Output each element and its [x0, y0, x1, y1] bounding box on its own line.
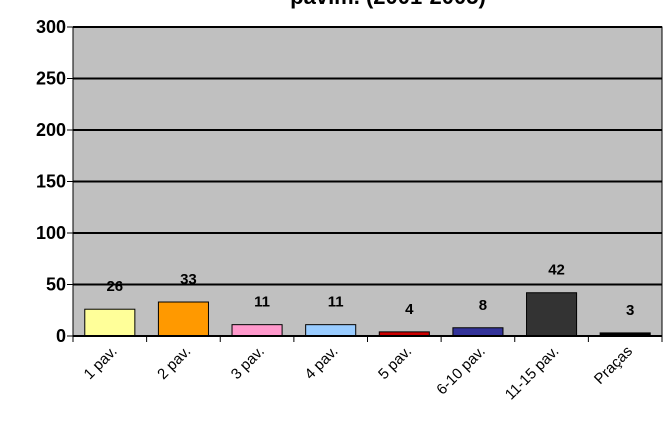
- x-category-label: 5 pav.: [375, 343, 415, 383]
- data-label: 33: [180, 271, 197, 288]
- bar: [305, 324, 357, 337]
- x-category-label: 2 pav.: [154, 343, 194, 383]
- x-category-label: Praças: [591, 343, 636, 388]
- gridlines: [73, 26, 662, 286]
- y-axis: 0 50 100 150 200 250 300: [36, 17, 74, 346]
- data-label: 4: [405, 301, 414, 318]
- x-axis: 1 pav. 2 pav. 3 pav. 4 pav. 5 pav. 6-10 pav. 1…: [72, 335, 663, 404]
- chart-title: pavim. (2001-2005): [290, 0, 486, 9]
- y-tick-label: 150: [36, 172, 66, 192]
- y-tick-label: 200: [36, 120, 66, 140]
- data-labels: 26 33 11 11 4 8 42 3: [106, 262, 634, 319]
- bar: [231, 324, 283, 337]
- bar: [157, 301, 209, 337]
- data-label: 11: [254, 294, 270, 311]
- y-tick-label: 300: [36, 17, 66, 37]
- data-label: 11: [328, 294, 344, 311]
- y-tick-label: 100: [36, 223, 66, 243]
- data-label: 42: [548, 262, 565, 279]
- data-label: 3: [626, 302, 634, 319]
- data-label: 26: [106, 278, 123, 295]
- bar: [452, 327, 504, 337]
- y-tick-label: 250: [36, 69, 66, 89]
- x-category-label: 6-10 pav.: [433, 343, 488, 398]
- x-category-label: 4 pav.: [301, 343, 341, 383]
- data-label: 8: [479, 297, 487, 314]
- y-tick-label: 50: [46, 275, 66, 295]
- x-category-label: 1 pav.: [81, 343, 121, 383]
- y-tick-label: 0: [56, 326, 66, 346]
- x-category-label: 11-15 pav.: [502, 343, 563, 404]
- bar: [526, 292, 578, 337]
- bar: [84, 308, 136, 337]
- x-category-label: 3 pav.: [228, 343, 268, 383]
